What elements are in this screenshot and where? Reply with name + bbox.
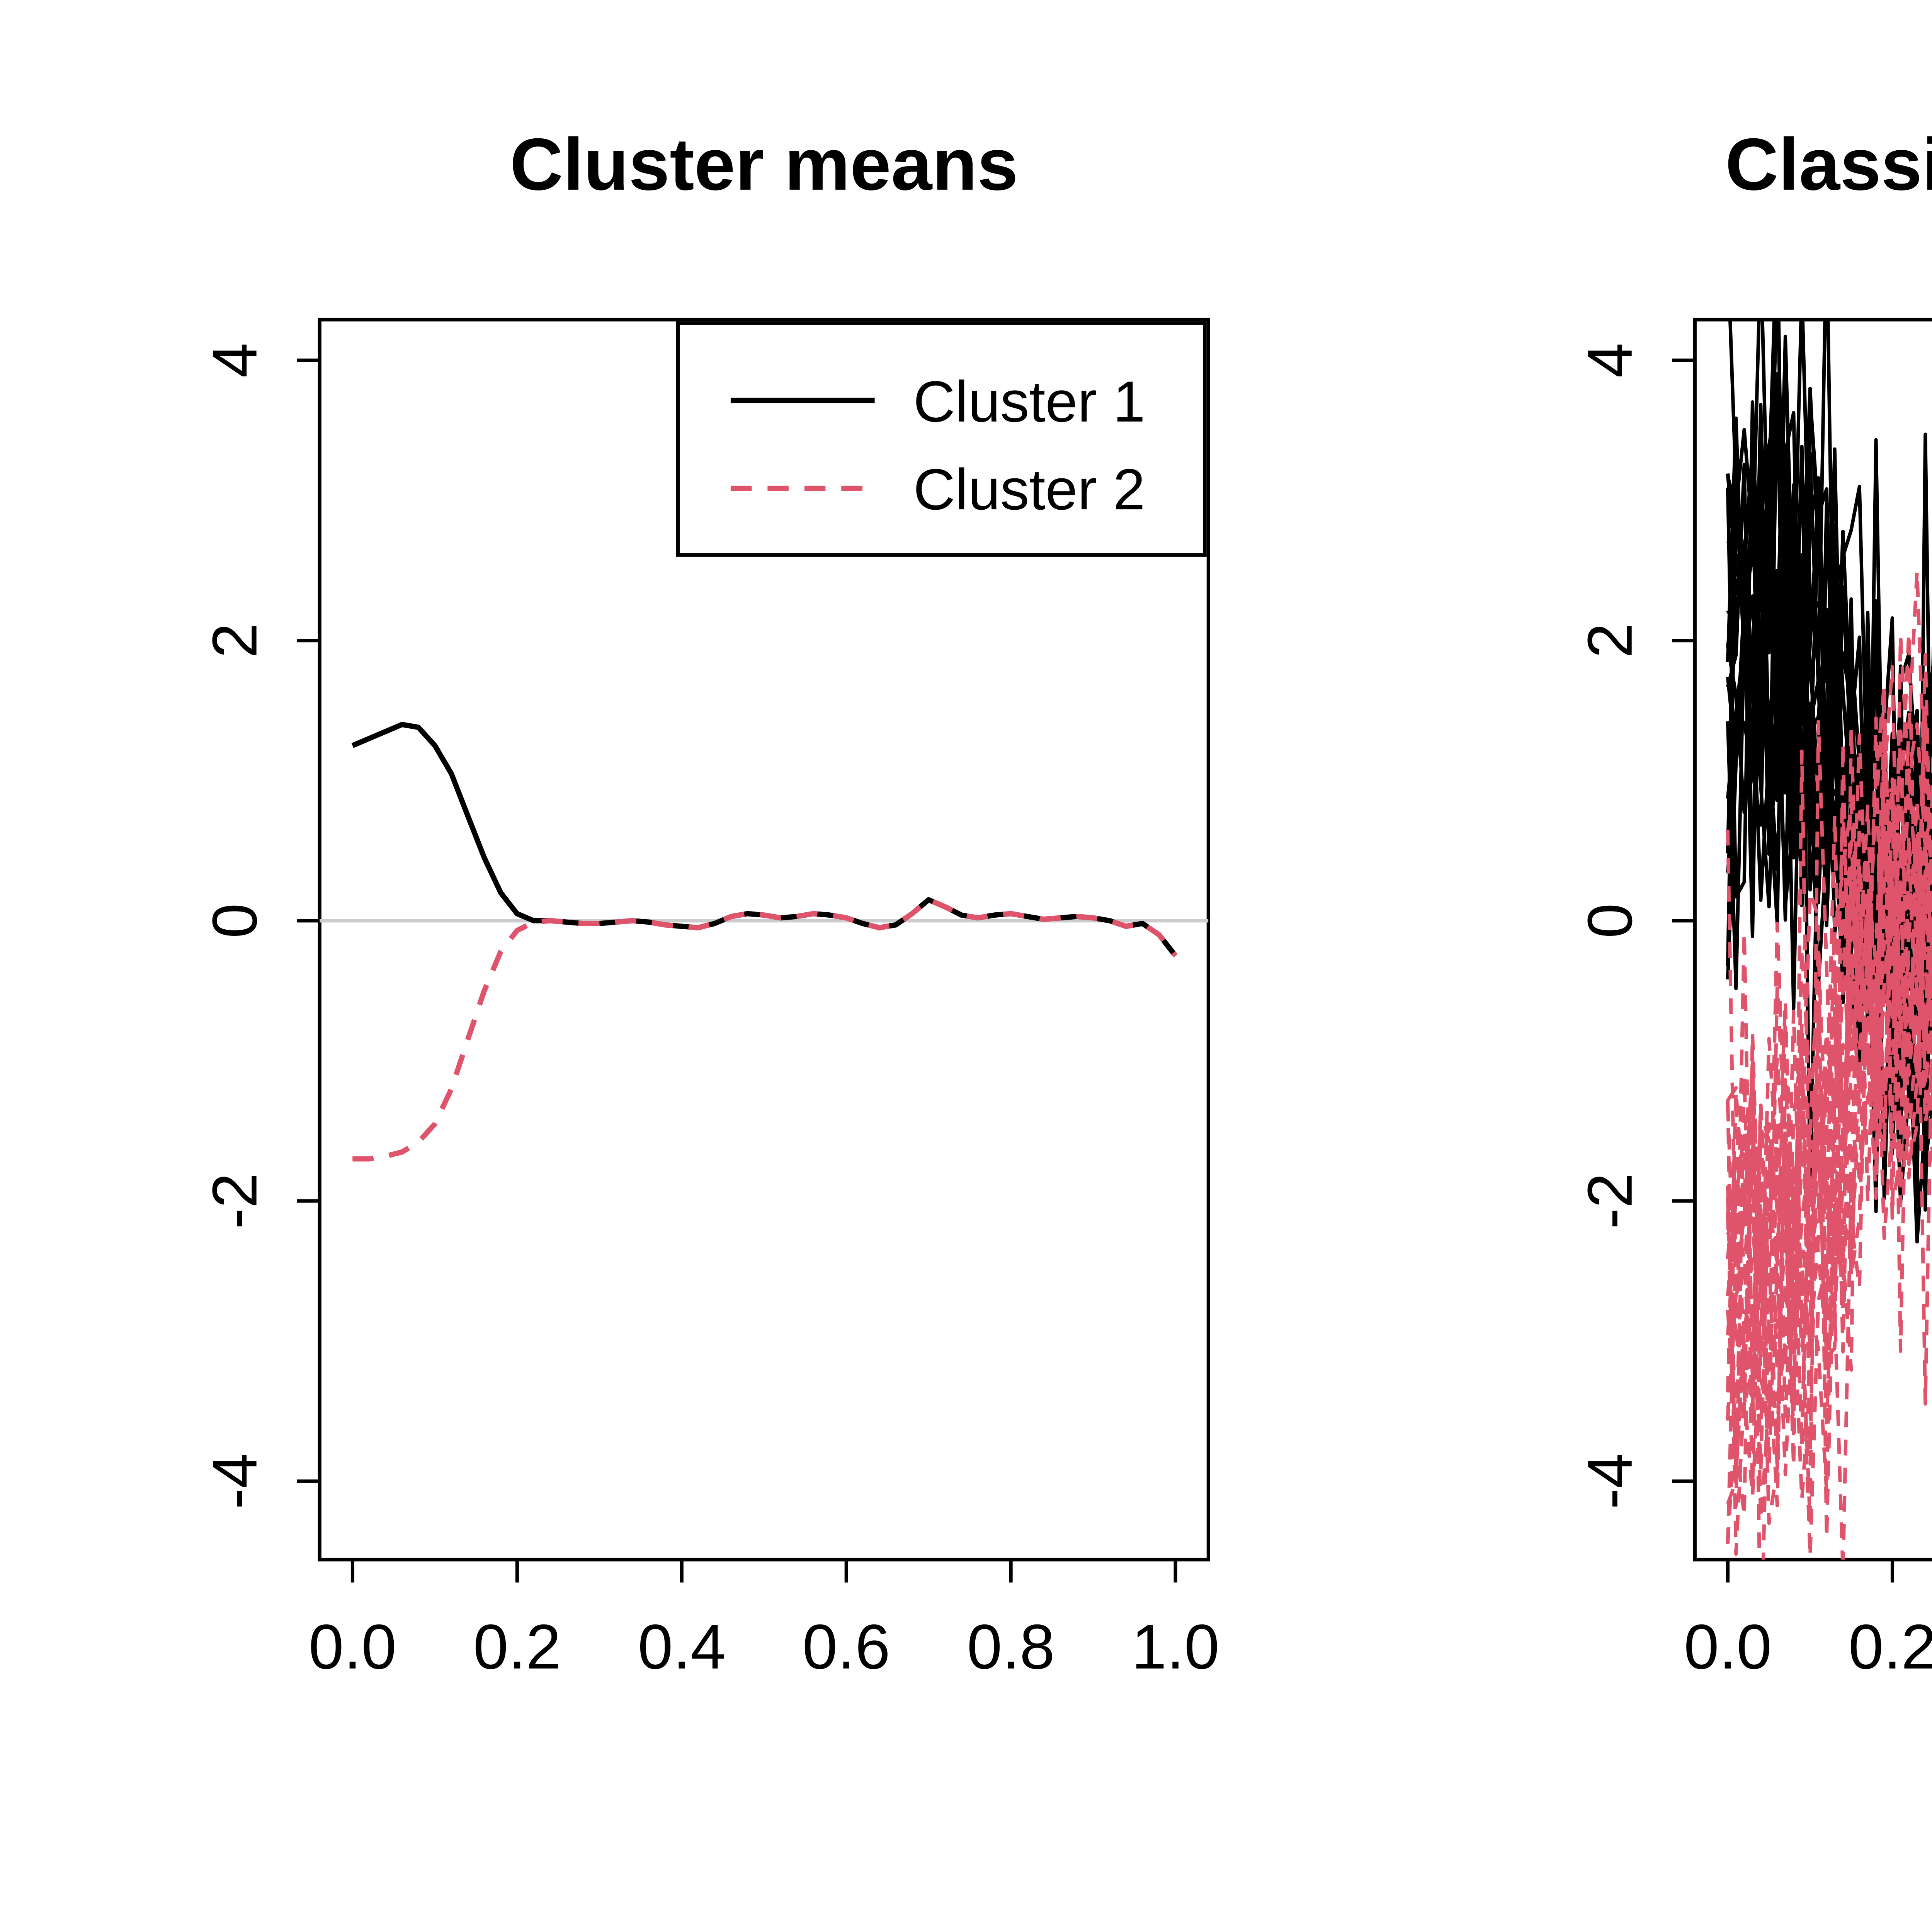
y-axis-tick-label: 4	[1575, 343, 1645, 378]
observation-line	[1726, 903, 1932, 1384]
observation-line	[1726, 653, 1932, 1556]
cluster-means-plot: 0.0 0.2 0.4 0.6 0.8 1.0 -4 -2 0 2 4 Cluster 1 Cluste…	[199, 318, 1219, 1682]
panel-classified-observations: Classified observations 0.00.20.40.60.81…	[1575, 123, 1932, 1682]
legend-box	[676, 321, 1207, 557]
plot-box	[318, 318, 1210, 1561]
right-panel-title: Classified observations	[1725, 123, 1932, 206]
y-axis-tick-label: 4	[199, 343, 270, 378]
legend-label: Cluster 2	[913, 457, 1145, 522]
y-axis-tick-label: -4	[199, 1453, 270, 1510]
x-axis-tick-label: 0.8	[967, 1611, 1054, 1682]
x-axis-tick-label: 0.2	[1849, 1611, 1932, 1682]
y-axis-tick-label: 0	[1575, 903, 1645, 938]
legend-label: Cluster 1	[913, 369, 1145, 434]
y-axis-tick-label: 2	[199, 623, 270, 658]
x-axis-tick-label: 0.6	[803, 1611, 890, 1682]
x-axis-tick-label: 1.0	[1131, 1611, 1219, 1682]
observation-line	[1726, 372, 1932, 1029]
y-axis-tick-label: 2	[1575, 623, 1645, 658]
y-axis-tick-label: 0	[199, 903, 270, 938]
x-axis-tick-label: 0.2	[473, 1611, 561, 1682]
observation-line	[1726, 741, 1932, 1560]
panel-cluster-means: Cluster means 0.0 0.2 0.4 0.6 0.8 1.0 -4 -2 0 2 4 C…	[199, 123, 1219, 1682]
x-axis-tick-label: 0.0	[309, 1611, 396, 1682]
plot-content	[320, 722, 1209, 1162]
y-axis-tick-label: -2	[199, 1173, 270, 1229]
y-axis-tick-label: -2	[1575, 1173, 1645, 1229]
x-axis-tick-label: 0.4	[638, 1611, 726, 1682]
plot-content	[1726, 320, 1932, 1560]
left-panel-title: Cluster means	[510, 123, 1018, 206]
plot-box	[1693, 318, 1932, 1561]
observation-line	[1726, 403, 1932, 1200]
y-axis-tick-label: -4	[1575, 1453, 1645, 1510]
cluster-mean-line	[352, 897, 1178, 1162]
x-axis-tick-label: 0.0	[1684, 1611, 1772, 1682]
